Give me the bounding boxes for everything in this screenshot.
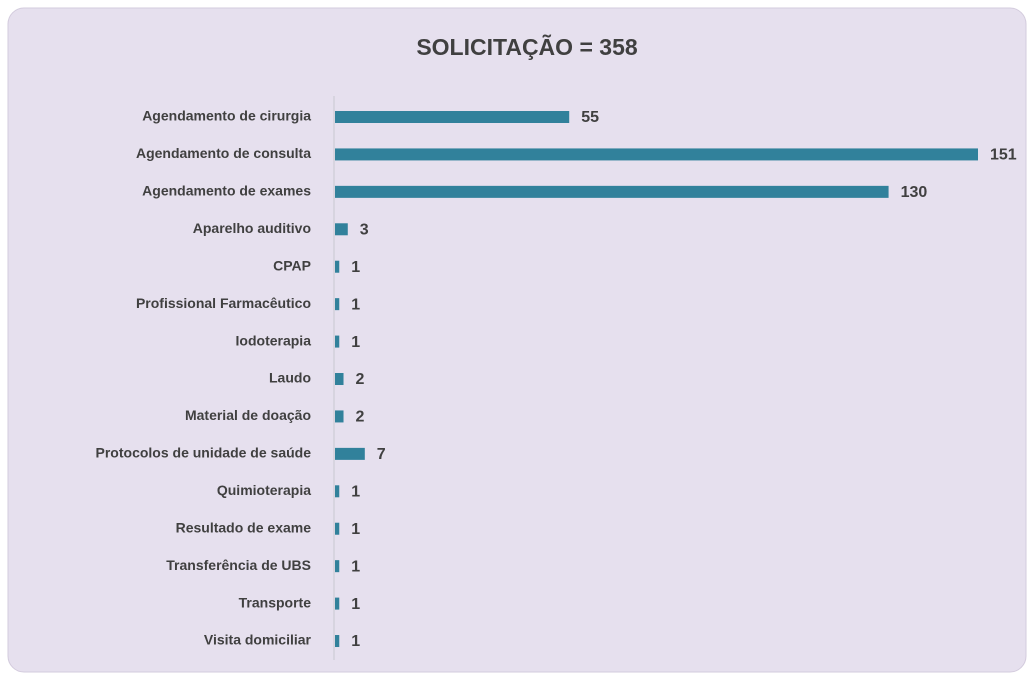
category-label: Agendamento de cirurgia (142, 108, 311, 124)
bar (335, 447, 365, 460)
bar (335, 597, 340, 610)
bar (335, 373, 344, 386)
value-label: 1 (351, 558, 360, 575)
value-label: 2 (356, 371, 365, 388)
bar (335, 298, 340, 311)
value-label: 1 (351, 484, 360, 501)
bar (335, 485, 340, 498)
value-label: 1 (351, 296, 360, 313)
bar (335, 223, 348, 236)
value-label: 1 (351, 633, 360, 650)
value-label: 1 (351, 259, 360, 276)
chart-background (7, 7, 1027, 673)
bar (335, 185, 889, 198)
category-label: Laudo (269, 370, 311, 386)
category-label: Transferência de UBS (166, 557, 311, 573)
category-label: Resultado de exame (176, 519, 312, 535)
category-label: Aparelho auditivo (193, 220, 311, 236)
value-label: 1 (351, 334, 360, 351)
value-label: 55 (581, 109, 599, 126)
value-label: 1 (351, 521, 360, 538)
category-label: Profissional Farmacêutico (136, 295, 311, 311)
category-label: Agendamento de consulta (136, 145, 311, 161)
bar (335, 635, 340, 648)
bar (335, 111, 570, 123)
value-label: 3 (360, 222, 369, 239)
category-label: CPAP (273, 257, 311, 273)
chart-title: SOLICITAÇÃO = 358 (416, 33, 638, 60)
category-label: Material de doação (185, 407, 311, 423)
bar (335, 522, 340, 535)
category-label: Visita domiciliar (204, 632, 312, 648)
category-label: Iodoterapia (236, 332, 312, 348)
category-label: Protocolos de unidade de saúde (96, 445, 312, 461)
bar (335, 410, 344, 423)
category-label: Transporte (239, 594, 312, 610)
value-label: 2 (356, 409, 365, 426)
bar (335, 260, 340, 273)
category-label: Agendamento de exames (142, 183, 311, 199)
value-label: 151 (990, 147, 1017, 164)
bar (335, 560, 340, 573)
bar (335, 335, 340, 348)
bar (335, 148, 978, 161)
value-label: 7 (377, 446, 386, 463)
category-label: Quimioterapia (217, 482, 311, 498)
value-label: 130 (901, 184, 928, 201)
value-label: 1 (351, 596, 360, 613)
